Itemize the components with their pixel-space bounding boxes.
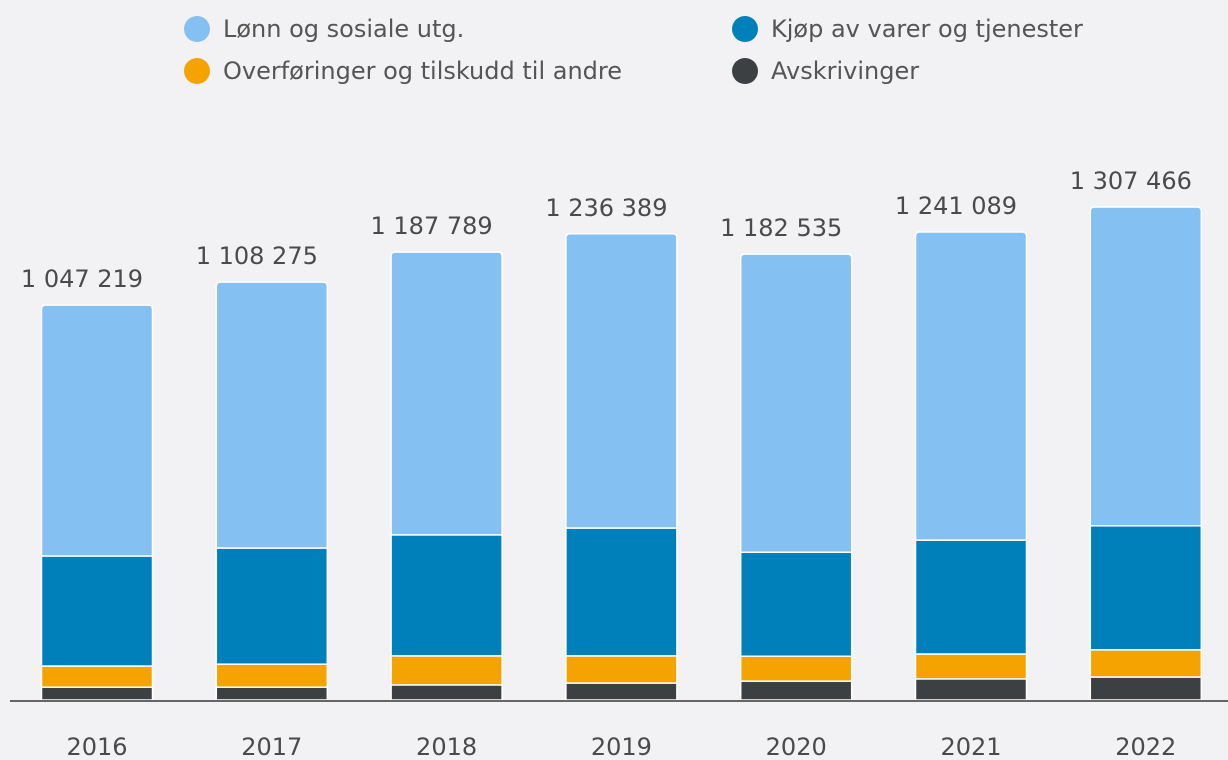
legend-label: Lønn og sosiale utg.: [223, 15, 464, 43]
bar-segment: [390, 655, 503, 686]
bar-segment: [565, 527, 678, 657]
legend-label: Kjøp av varer og tjenester: [771, 15, 1083, 43]
bar-segment: [914, 678, 1028, 701]
total-label: 1 187 789: [371, 212, 493, 240]
bar-segment: [215, 547, 329, 665]
x-tick-label: 2017: [241, 733, 302, 760]
x-tick-label: 2022: [1115, 733, 1176, 760]
total-label: 1 182 535: [720, 214, 842, 242]
bar-segment: [914, 539, 1028, 655]
legend-swatch: [732, 16, 758, 42]
x-tick-label: 2018: [416, 733, 477, 760]
bar-segment: [40, 555, 154, 667]
total-label: 1 241 089: [895, 192, 1017, 220]
bar-segment: [914, 231, 1028, 541]
bar-segment: [739, 253, 853, 553]
bar-segment: [1089, 676, 1203, 701]
bar-segment: [40, 304, 154, 557]
x-tick-label: 2019: [591, 733, 652, 760]
bar-segment: [1089, 206, 1203, 527]
bar-segment: [390, 684, 503, 701]
total-label: 1 108 275: [196, 242, 318, 270]
bar-segment: [390, 251, 503, 536]
legend-swatch: [732, 58, 758, 84]
total-label: 1 047 219: [21, 265, 143, 293]
bar-segment: [739, 551, 853, 658]
legend-label: Overføringer og tilskudd til andre: [223, 57, 622, 85]
x-tick-label: 2021: [940, 733, 1001, 760]
bar-segment: [40, 665, 154, 688]
bar-segment: [1089, 649, 1203, 678]
bar-segment: [565, 682, 678, 701]
total-label: 1 236 389: [545, 194, 667, 222]
bar-segment: [914, 653, 1028, 680]
bar-segment: [739, 655, 853, 682]
x-tick-label: 2020: [766, 733, 827, 760]
bar-segment: [215, 663, 329, 688]
legend-swatch: [184, 16, 210, 42]
bar-segment: [739, 680, 853, 701]
legend-swatch: [184, 58, 210, 84]
bar-segment: [215, 686, 329, 701]
bar-segment: [215, 281, 329, 549]
legend-label: Avskrivinger: [771, 57, 919, 85]
bar-segment: [40, 686, 154, 701]
bar-segment: [565, 655, 678, 684]
x-tick-label: 2016: [66, 733, 127, 760]
bar-segment: [1089, 525, 1203, 651]
bar-segment: [390, 534, 503, 657]
bar-segment: [565, 233, 678, 529]
total-label: 1 307 466: [1070, 167, 1192, 195]
